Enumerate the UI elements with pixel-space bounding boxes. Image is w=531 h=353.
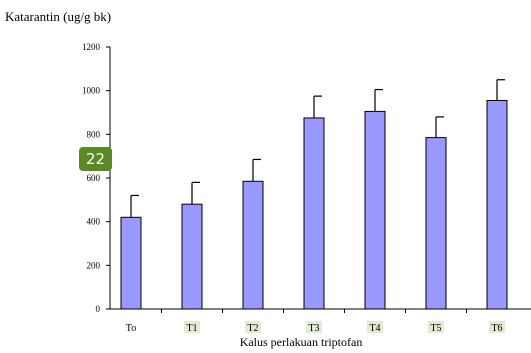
- x-label-highlight-T5: [428, 321, 444, 333]
- bar-T3: [303, 117, 325, 310]
- bar-T4: [364, 110, 386, 310]
- bar-T1: [181, 203, 203, 310]
- y-axis-title: Katarantin (ug/g bk): [5, 9, 111, 24]
- bar-T2: [242, 180, 264, 310]
- y-tick-label: 0: [96, 304, 101, 314]
- x-tick-label-T5: T5: [430, 323, 441, 334]
- y-tick-label: 1000: [82, 86, 101, 96]
- x-tick-label-T6: T6: [491, 323, 502, 334]
- y-tick-label: 400: [87, 217, 101, 227]
- x-label-highlight-T6: [489, 321, 505, 333]
- x-axis-title: Kalus perlakuan triptofan: [240, 335, 363, 349]
- x-label-highlight-T4: [367, 321, 383, 333]
- x-tick-label-T3: T3: [308, 323, 319, 334]
- bar-T5: [425, 137, 447, 310]
- y-tick-label: 200: [87, 260, 101, 270]
- plot-area: 0 200 400 600 800 1000 1200 To T1 T2 T3 T4 T5 T6: [82, 42, 531, 334]
- x-tick-label-T2: T2: [247, 323, 258, 334]
- x-label-highlight-T2: [245, 321, 261, 333]
- bar-T6: [486, 99, 508, 310]
- y-tick-label: 600: [87, 173, 101, 183]
- x-tick-label-To: To: [126, 323, 136, 334]
- bar-To: [120, 216, 142, 310]
- x-label-highlight-T3: [306, 321, 322, 333]
- slide-number-badge: 22: [79, 147, 112, 171]
- x-label-highlight-T1: [184, 321, 200, 333]
- y-tick-label: 1200: [82, 42, 101, 52]
- y-tick-label: 800: [87, 129, 101, 139]
- x-tick-label-T4: T4: [369, 323, 380, 334]
- x-tick-label-T1: T1: [186, 323, 197, 334]
